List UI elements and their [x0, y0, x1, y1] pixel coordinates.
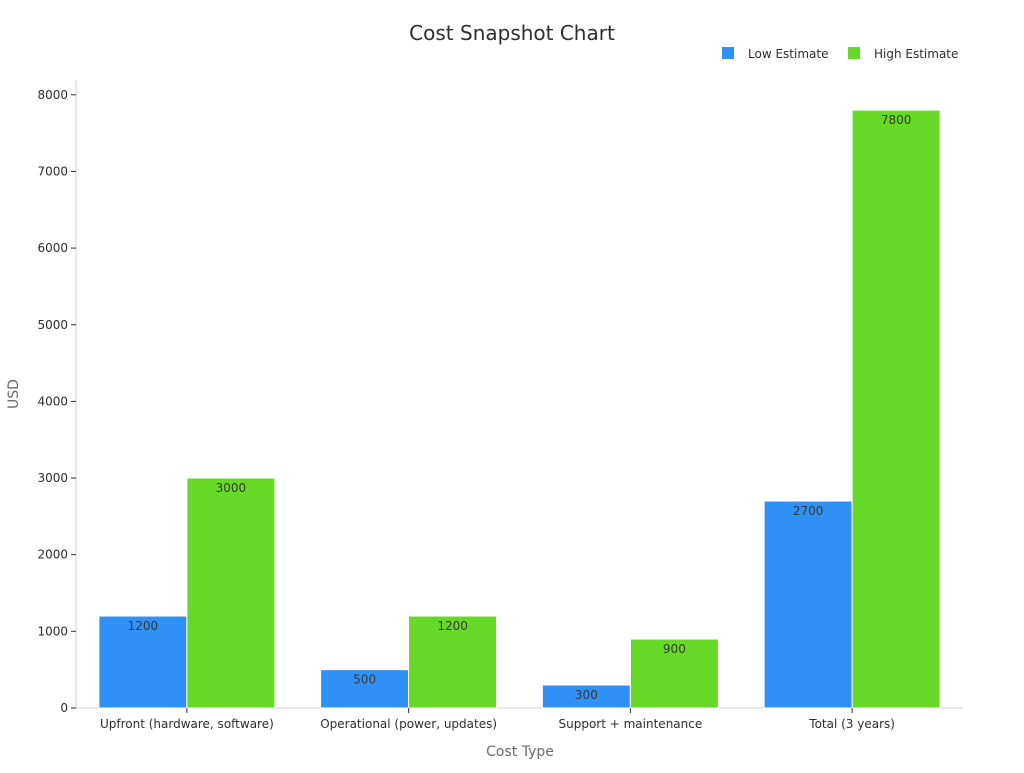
x-tick-label: Total (3 years) — [808, 717, 895, 731]
legend-label-low: Low Estimate — [748, 47, 828, 61]
bar-data-label: 2700 — [793, 504, 824, 518]
bar-high-estimate — [851, 109, 941, 709]
bar-low-estimate — [763, 500, 853, 709]
bar-high-estimate — [629, 638, 719, 709]
legend-swatch-low — [722, 47, 734, 59]
y-tick-label: 7000 — [37, 164, 68, 178]
legend: Low Estimate High Estimate — [722, 47, 958, 61]
y-tick-label: 8000 — [37, 88, 68, 102]
y-tick-label: 0 — [60, 701, 68, 715]
x-tick-label: Upfront (hardware, software) — [100, 717, 274, 731]
y-axis-title: USD — [6, 379, 22, 409]
y-tick-label: 6000 — [37, 241, 68, 255]
bar-low-estimate — [98, 615, 188, 709]
chart-title: Cost Snapshot Chart — [409, 21, 615, 45]
x-axis-ticks: Upfront (hardware, software) Operational … — [100, 708, 895, 731]
x-tick-label: Operational (power, updates) — [320, 717, 497, 731]
bar-low-estimate — [320, 669, 410, 709]
bar-high-estimate — [408, 615, 498, 709]
bar-data-label: 1200 — [128, 619, 159, 633]
y-tick-label: 1000 — [37, 624, 68, 638]
legend-swatch-high — [848, 47, 860, 59]
y-axis-ticks: 0 1000 2000 3000 4000 5000 6000 7000 8000 — [37, 88, 76, 715]
bar-data-label: 7800 — [881, 113, 912, 127]
x-axis-title: Cost Type — [486, 744, 554, 760]
y-tick-label: 2000 — [37, 548, 68, 562]
bar-data-label: 1200 — [437, 619, 468, 633]
bars: 1200 3000 500 1200 300 900 2700 7800 — [98, 109, 941, 709]
bar-data-label: 900 — [663, 642, 686, 656]
y-tick-label: 4000 — [37, 394, 68, 408]
legend-label-high: High Estimate — [874, 47, 958, 61]
bar-data-label: 300 — [575, 688, 598, 702]
y-tick-label: 3000 — [37, 471, 68, 485]
bar-data-label: 3000 — [216, 481, 247, 495]
bar-data-label: 500 — [353, 673, 376, 687]
y-tick-label: 5000 — [37, 318, 68, 332]
x-tick-label: Support + maintenance — [559, 717, 703, 731]
bar-high-estimate — [186, 477, 276, 709]
